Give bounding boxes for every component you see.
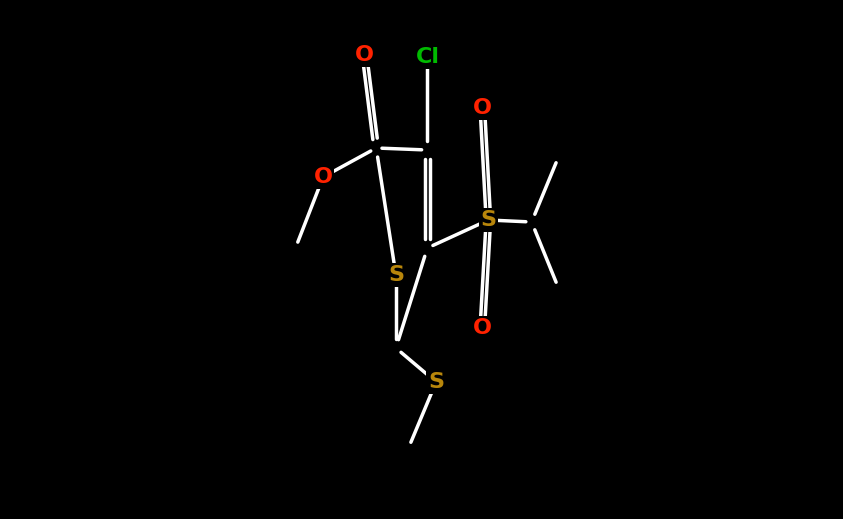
Text: S: S	[481, 210, 497, 230]
Text: O: O	[355, 45, 374, 65]
Text: S: S	[388, 265, 404, 285]
Text: O: O	[473, 98, 491, 118]
Text: O: O	[473, 318, 491, 338]
Text: Cl: Cl	[416, 47, 439, 67]
Text: S: S	[428, 372, 444, 392]
Text: O: O	[314, 167, 333, 187]
